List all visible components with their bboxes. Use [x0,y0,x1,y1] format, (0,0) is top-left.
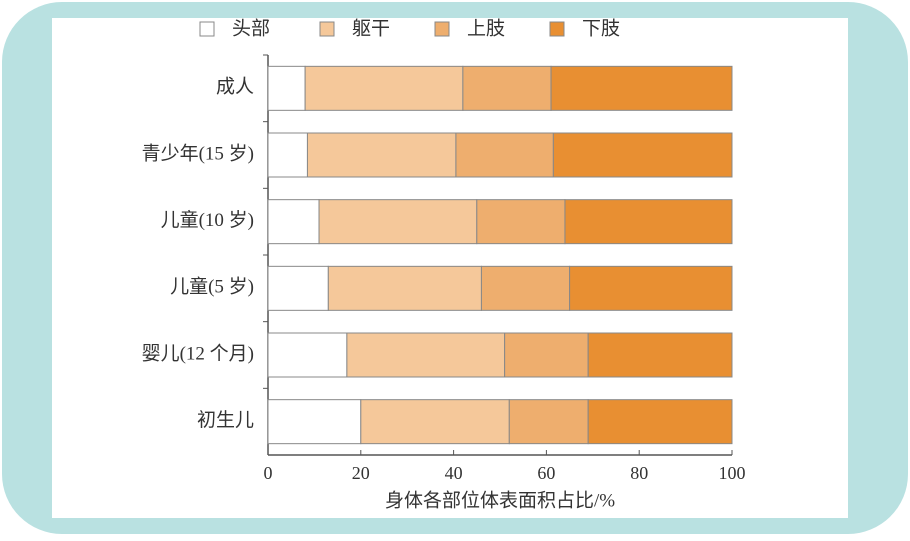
bar-segment [480,265,571,311]
bar-segment [476,199,566,245]
x-tick-label: 60 [537,463,555,483]
y-tick-label: 婴儿(12 个月) [142,342,254,364]
bar-segment [327,265,482,311]
legend-swatch [319,21,335,37]
x-tick-label: 20 [352,463,370,483]
x-tick-label: 0 [264,463,273,483]
x-tick-label: 40 [445,463,463,483]
bar-segment [318,199,478,245]
x-tick-label: 100 [719,463,746,483]
bar-segment [508,399,589,445]
bar-segment [306,132,457,178]
bar-segment [267,65,306,111]
bar-segment [569,265,733,311]
bar-segment [455,132,554,178]
bar-segment [564,199,733,245]
bar-segment [587,399,733,445]
bar-segment [267,132,308,178]
x-axis-label: 身体各部位体表面积占比/% [385,489,615,511]
bar-segment [462,65,552,111]
bar-segment [267,332,348,378]
y-tick-label: 儿童(5 岁) [170,276,254,298]
y-tick-label: 青少年(15 岁) [142,142,254,164]
legend-swatch [549,21,565,37]
bar-segment [552,132,733,178]
legend-label: 躯干 [352,17,390,39]
y-tick-label: 初生儿 [197,409,254,431]
y-tick-label: 儿童(10 岁) [161,209,254,231]
bar-segment [304,65,464,111]
bar-segment [267,265,329,311]
bar-segment [550,65,733,111]
legend-swatch [199,21,215,37]
bar-segment [360,399,510,445]
bar-segment [267,199,320,245]
legend-swatch [434,21,450,37]
bar-segment [504,332,589,378]
legend-label: 头部 [232,17,270,39]
legend-label: 上肢 [467,17,505,39]
y-tick-label: 成人 [216,76,254,98]
bar-segment [267,399,362,445]
x-tick-label: 80 [630,463,648,483]
bar-segment [346,332,506,378]
legend-label: 下肢 [582,17,620,39]
bar-segment [587,332,733,378]
